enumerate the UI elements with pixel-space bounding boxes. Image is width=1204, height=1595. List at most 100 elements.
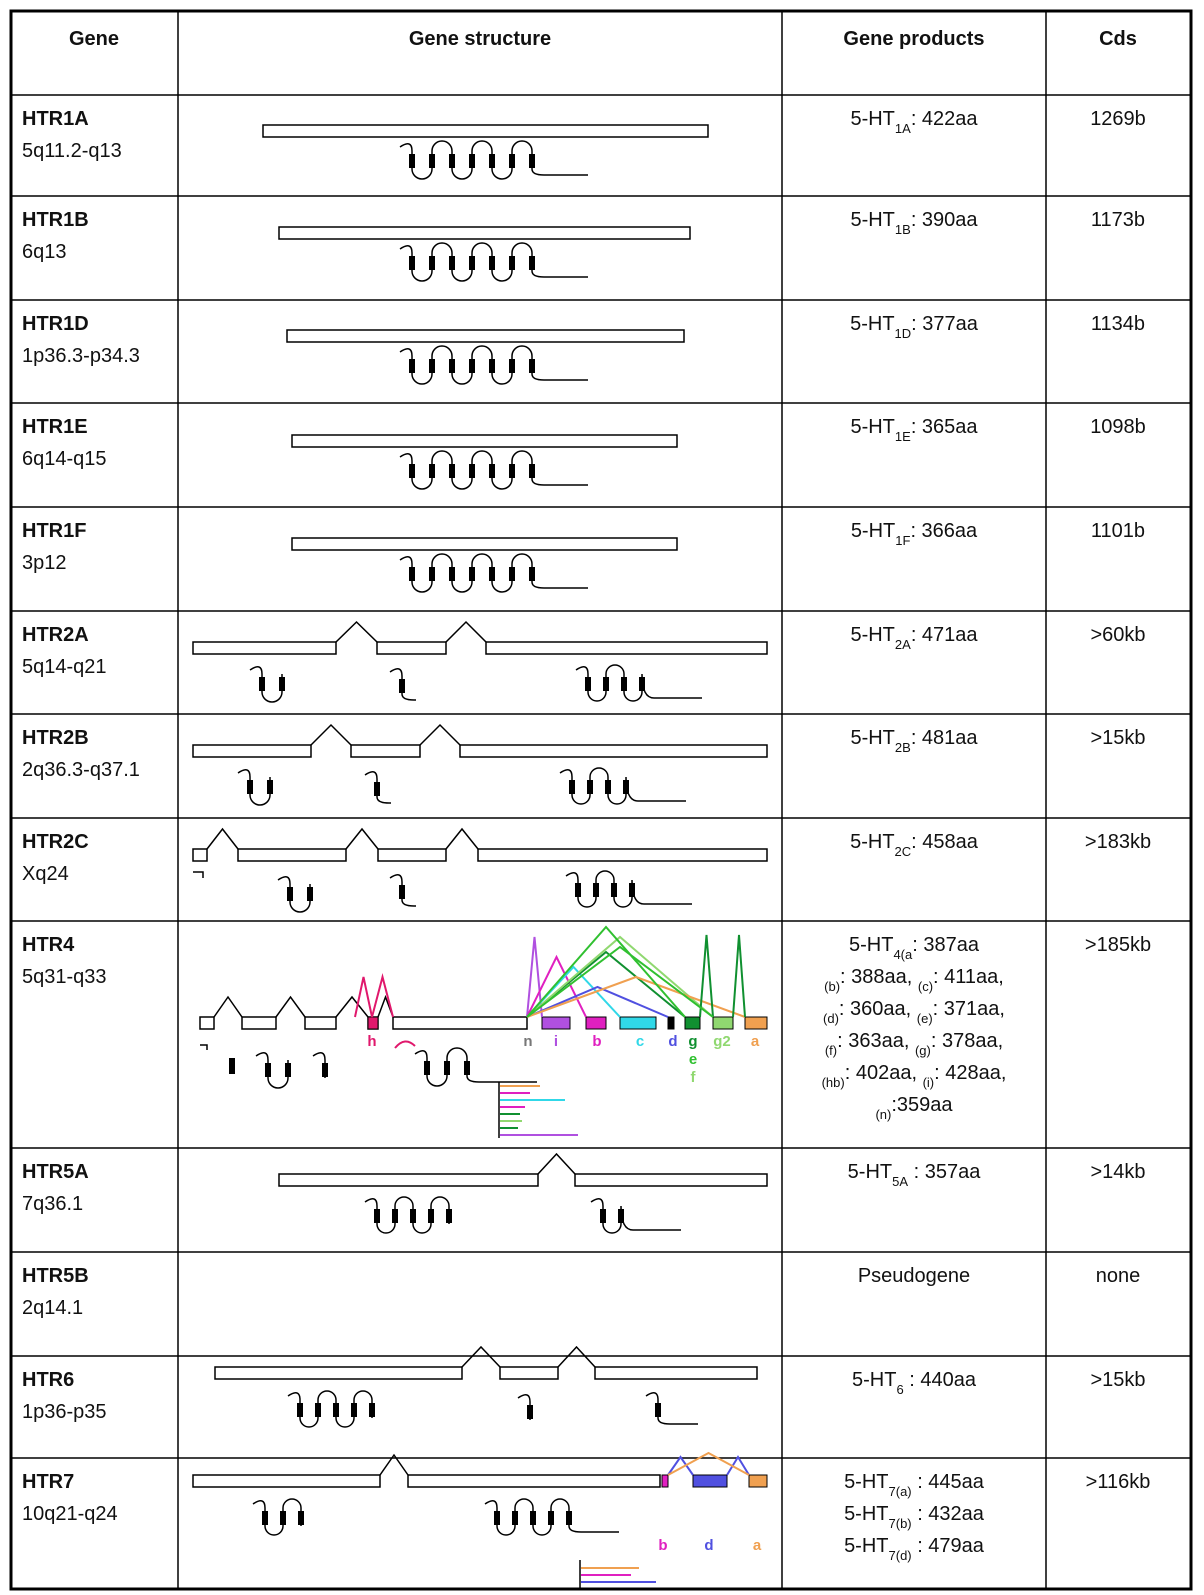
exon-label: g [688, 1033, 697, 1050]
exon [291, 537, 678, 551]
exon [661, 1474, 669, 1488]
product-text: : 458aa [911, 831, 979, 853]
topology [484, 1498, 619, 1536]
exon-label: d [704, 1537, 713, 1554]
header-cell: Gene [69, 28, 119, 50]
subscript: 2C [895, 844, 912, 859]
cds: >185kb [1085, 934, 1151, 956]
splice-line [526, 945, 714, 1018]
gene-location: 6q13 [22, 241, 67, 263]
gene-location: 5q14-q21 [22, 656, 107, 678]
splice-line [667, 1451, 750, 1476]
topology [399, 242, 588, 282]
product-line: 5-HT5A : 357aa [848, 1161, 982, 1189]
splice-line [354, 976, 373, 1018]
product-text: :359aa [891, 1094, 953, 1116]
exon [748, 1474, 768, 1488]
gene-name: HTR2C [22, 831, 89, 853]
gene-location: 5q11.2-q13 [22, 140, 122, 162]
intron [419, 723, 461, 746]
splice-line [667, 1455, 694, 1476]
splice-line [526, 925, 686, 1018]
intron [206, 827, 239, 850]
product-text: 5-HT [850, 416, 894, 438]
exon [192, 744, 312, 758]
product-text: : 432aa [912, 1503, 985, 1525]
product-text: : 411aa, [933, 966, 1004, 988]
topology [237, 769, 271, 806]
gene-name: HTR1A [22, 108, 89, 130]
cds: 1269b [1090, 108, 1146, 130]
gene-location: 7q36.1 [22, 1193, 83, 1215]
subscript: 1F [895, 533, 910, 548]
product-text: : 357aa [908, 1161, 981, 1183]
subscript: (c) [918, 979, 933, 994]
product-line: 5-HT7(a) : 445aa [844, 1471, 985, 1499]
cds: >15kb [1090, 1369, 1145, 1391]
cds: 1101b [1091, 520, 1145, 542]
topology [559, 767, 686, 805]
topology [389, 668, 416, 701]
subscript: 1D [895, 326, 912, 341]
exon [262, 124, 709, 138]
gene-location: 6q14-q15 [22, 448, 107, 470]
exon [192, 848, 208, 862]
product-text: Pseudogene [858, 1265, 970, 1287]
exon [392, 1016, 528, 1030]
subscript: (f) [825, 1043, 837, 1058]
exon-label: i [554, 1033, 558, 1050]
subscript: 1A [895, 121, 911, 136]
product-line: (b): 388aa, (c): 411aa, [824, 966, 1004, 994]
subscript: 1B [895, 222, 911, 237]
product-text: : 366aa [910, 520, 978, 542]
intron [379, 1453, 409, 1476]
gene-location: 3p12 [22, 552, 67, 574]
gene-location: 5q31-q33 [22, 966, 107, 988]
product-line: 5-HT7(d) : 479aa [844, 1535, 985, 1563]
subscript: 4(a [893, 947, 913, 962]
gene-location: 2q36.3-q37.1 [22, 759, 140, 781]
product-text: : 377aa [911, 313, 979, 335]
exon [376, 641, 447, 655]
cds: none [1096, 1265, 1141, 1287]
cds: 1134b [1091, 313, 1145, 335]
exon [499, 1366, 559, 1380]
subscript: (d) [823, 1011, 839, 1026]
intron [345, 827, 379, 850]
product-text: : 363aa, [837, 1030, 915, 1052]
gene-location: Xq24 [22, 863, 69, 885]
tm-segment [229, 1058, 235, 1074]
table-border [9, 9, 1193, 1591]
intron [445, 827, 479, 850]
cds: >15kb [1090, 727, 1145, 749]
product-text: : 440aa [904, 1369, 977, 1391]
gene-location: 1p36.3-p34.3 [22, 345, 140, 367]
product-text: 5-HT [844, 1503, 888, 1525]
topology [399, 140, 588, 180]
gene-name: HTR2B [22, 727, 89, 749]
product-line: (d): 360aa, (e): 371aa, [823, 998, 1005, 1026]
exon [667, 1016, 675, 1030]
subscript: (b) [824, 979, 840, 994]
product-line: 5-HT1B: 390aa [850, 209, 978, 237]
splice-line [526, 935, 714, 1018]
gene-name: HTR5B [22, 1265, 89, 1287]
exon [350, 744, 421, 758]
topology [414, 1047, 537, 1087]
gene-location: 10q21-q24 [22, 1503, 118, 1525]
gene-name: HTR5A [22, 1161, 89, 1183]
topology [252, 1498, 302, 1536]
product-text: : 422aa [911, 108, 979, 130]
topology [565, 870, 692, 908]
product-text: : 471aa [911, 624, 979, 646]
subscript: 7(d) [889, 1548, 912, 1563]
product-text: : 479aa [912, 1535, 985, 1557]
exon [367, 1016, 379, 1030]
product-line: 5-HT6 : 440aa [852, 1369, 977, 1397]
header-cell: Gene products [843, 28, 984, 50]
exon [541, 1016, 571, 1030]
subscript: (n) [875, 1107, 891, 1122]
topology [399, 345, 588, 385]
subscript: (i) [923, 1075, 935, 1090]
gene-name: HTR4 [22, 934, 75, 956]
